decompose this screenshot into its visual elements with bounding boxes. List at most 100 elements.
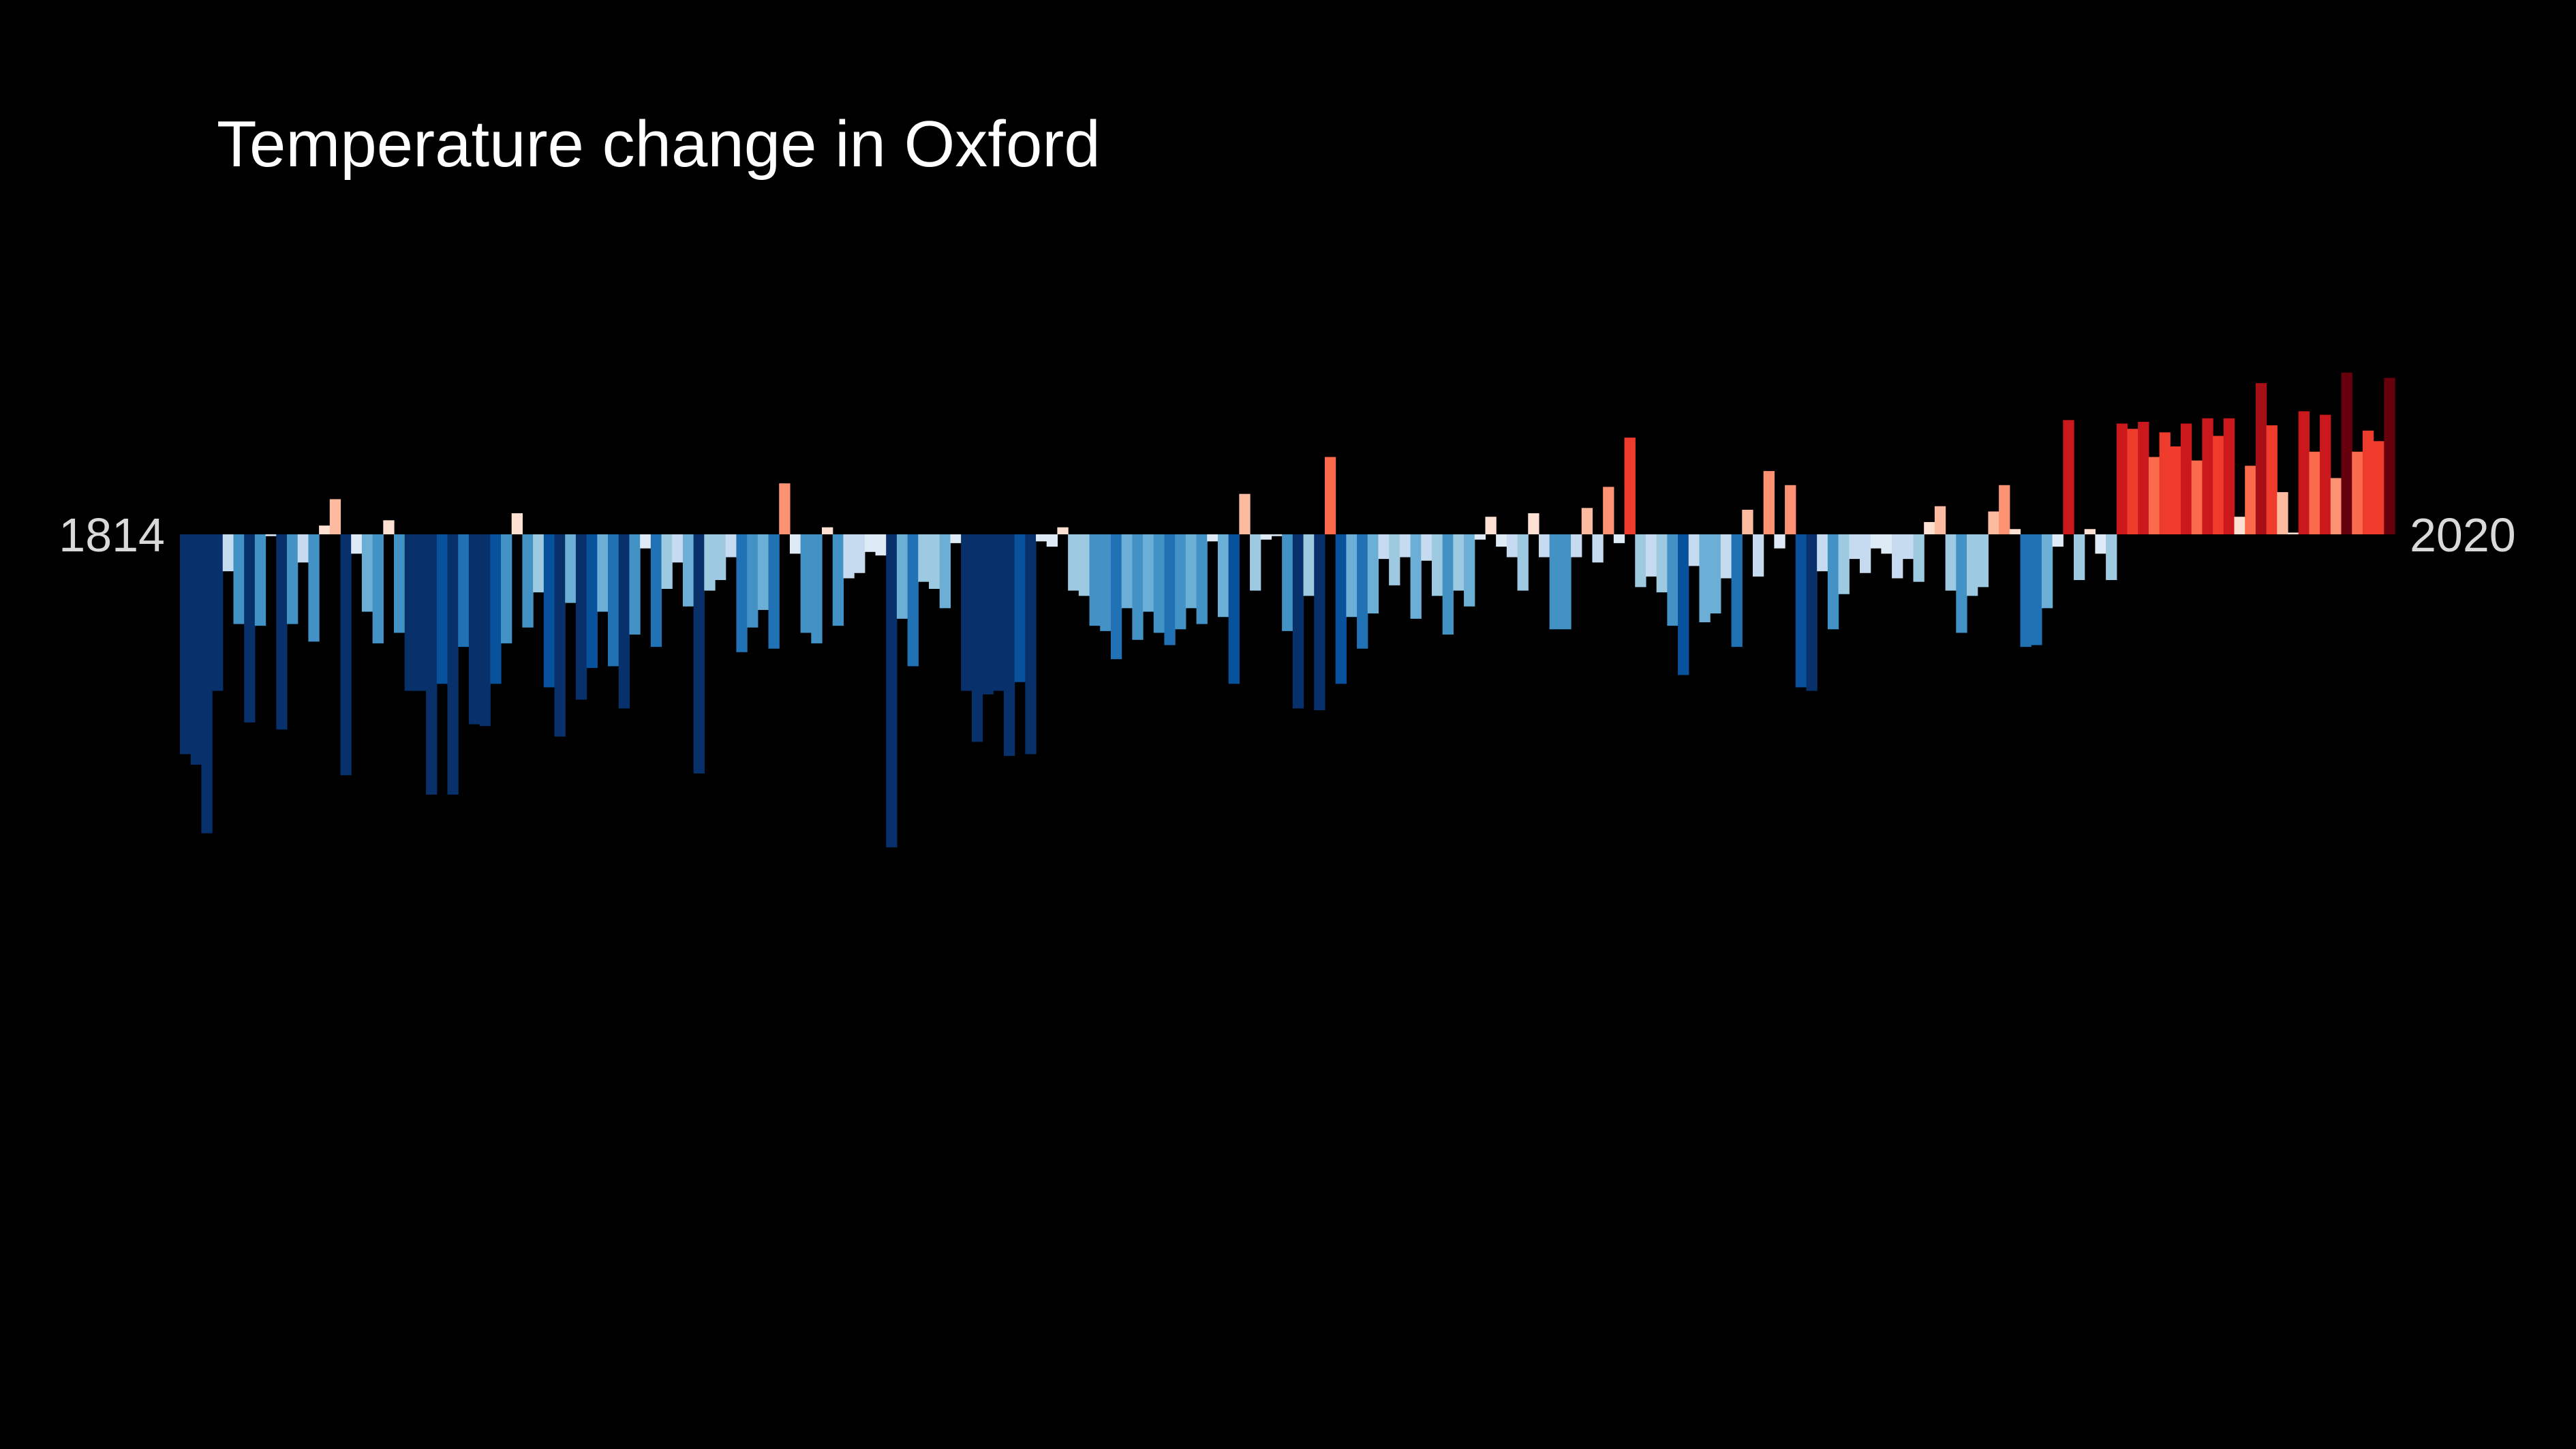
bar-1987 [2031, 534, 2042, 645]
bar-1951 [1645, 534, 1657, 577]
bar-1892 [1014, 534, 1026, 682]
bar-1916 [1271, 534, 1283, 536]
bar-1998 [2148, 457, 2160, 534]
chart-title: Temperature change in Oxford [217, 108, 1101, 181]
bar-1945 [1581, 508, 1593, 534]
bar-1855 [618, 534, 630, 709]
bar-1877 [854, 534, 865, 573]
bar-1861 [682, 534, 694, 607]
bar-2009 [2266, 425, 2278, 534]
bar-1857 [640, 534, 651, 549]
bar-1950 [1635, 534, 1646, 588]
bar-1829 [340, 534, 352, 776]
bar-1912 [1228, 534, 1240, 684]
bar-1910 [1207, 534, 1218, 542]
bar-1937 [1496, 534, 1507, 547]
bar-1882 [907, 534, 919, 667]
bar-1957 [1710, 534, 1721, 614]
bar-1936 [1485, 517, 1497, 534]
bar-1851 [575, 534, 587, 700]
bar-1900 [1100, 534, 1111, 631]
bar-1939 [1517, 534, 1529, 591]
end-year-label: 2020 [2410, 508, 2516, 562]
bar-1935 [1474, 534, 1486, 540]
bar-1980 [1956, 534, 1967, 633]
bar-1955 [1688, 534, 1700, 566]
bar-2007 [2245, 466, 2256, 534]
bar-1848 [543, 534, 555, 688]
bar-1866 [736, 534, 748, 652]
bar-1835 [404, 534, 416, 691]
bar-1975 [1902, 534, 1914, 560]
bar-1940 [1528, 513, 1539, 534]
bar-2016 [2341, 372, 2352, 534]
bar-1901 [1110, 534, 1122, 660]
bar-1972 [1870, 534, 1882, 549]
bar-1826 [308, 534, 320, 642]
bar-1983 [1988, 511, 1999, 534]
bar-1932 [1442, 534, 1454, 635]
bar-2002 [2191, 460, 2203, 534]
bar-1815 [190, 534, 202, 765]
bar-1865 [725, 534, 737, 558]
bar-1839 [447, 534, 459, 795]
bar-2000 [2170, 446, 2181, 534]
bar-1906 [1164, 534, 1176, 645]
bar-1818 [222, 534, 234, 572]
bar-1891 [1003, 534, 1015, 757]
bar-2001 [2180, 423, 2192, 534]
bar-1981 [1966, 534, 1978, 596]
bar-1862 [693, 534, 705, 774]
bar-2014 [2320, 414, 2331, 534]
bar-1961 [1752, 534, 1764, 577]
start-year-label: 1814 [59, 508, 165, 562]
bar-1814 [180, 534, 191, 754]
bar-1991 [2073, 534, 2085, 581]
bar-1909 [1196, 534, 1208, 624]
bar-1959 [1731, 534, 1743, 647]
bar-1919 [1303, 534, 1315, 596]
bar-1907 [1175, 534, 1186, 630]
bar-1836 [415, 534, 427, 691]
bar-1824 [287, 534, 298, 624]
bar-1884 [929, 534, 940, 589]
bar-1874 [822, 527, 833, 534]
bar-1934 [1464, 534, 1475, 607]
bar-2006 [2234, 517, 2245, 534]
bar-1962 [1763, 471, 1775, 534]
bar-1974 [1892, 534, 1903, 579]
bar-1960 [1742, 509, 1753, 534]
bar-1868 [757, 534, 769, 610]
bar-1978 [1934, 506, 1946, 534]
bar-1872 [800, 534, 812, 633]
bar-1992 [2084, 529, 2096, 534]
bar-1873 [811, 534, 823, 643]
bar-1869 [768, 534, 780, 649]
bar-1997 [2138, 421, 2149, 534]
bar-1990 [2063, 420, 2074, 534]
bar-1953 [1667, 534, 1678, 626]
bar-1984 [1999, 485, 2010, 534]
bar-1870 [779, 483, 791, 534]
bar-1930 [1421, 534, 1432, 561]
bar-1943 [1560, 534, 1571, 630]
bar-1830 [351, 534, 363, 554]
bar-1927 [1389, 534, 1400, 585]
bar-1828 [329, 499, 341, 534]
bar-1947 [1603, 487, 1614, 534]
bar-1964 [1785, 485, 1796, 534]
bar-1879 [875, 534, 887, 555]
bar-2003 [2202, 418, 2213, 534]
bar-1938 [1506, 534, 1518, 558]
bar-1849 [554, 534, 566, 737]
bar-1903 [1132, 534, 1144, 640]
bar-1968 [1827, 534, 1839, 630]
bar-1921 [1324, 457, 1336, 534]
bar-2018 [2362, 430, 2374, 534]
bar-1898 [1078, 534, 1090, 596]
bar-2004 [2213, 436, 2224, 534]
bar-1918 [1292, 534, 1304, 709]
bar-1913 [1239, 493, 1251, 534]
